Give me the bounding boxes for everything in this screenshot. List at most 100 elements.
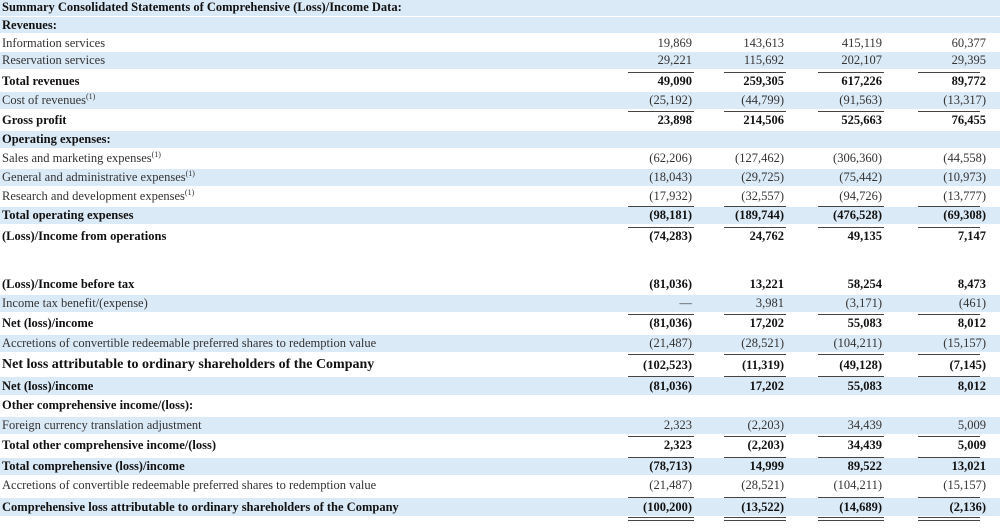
cell-value: 7,147 xyxy=(957,229,986,243)
cell-value: (476,528) xyxy=(833,208,882,222)
underline-rule xyxy=(628,314,694,315)
cell-value: (3,171) xyxy=(845,296,882,310)
table-row: Net (loss)/income (81,036) 17,202 55,083 8,0… xyxy=(0,377,1000,395)
underline-rule xyxy=(818,206,884,207)
row-label: Net (loss)/income xyxy=(2,315,93,332)
cell-value: (14,689) xyxy=(839,500,882,514)
table-row: Information services 19,869 143,613 415,119… xyxy=(0,35,1000,51)
cell-value: 17,202 xyxy=(749,379,784,393)
row-label: Reservation services xyxy=(2,52,105,69)
cell-value: (75,442) xyxy=(839,170,882,184)
table-row: Cost of revenues(1) (25,192) (44,799) (91,5… xyxy=(0,92,1000,109)
underline-rule xyxy=(724,376,786,377)
cell-value: (18,043) xyxy=(649,170,692,184)
row-label-text: Foreign currency translation adjustment xyxy=(2,418,202,432)
row-label-text: Cost of revenues xyxy=(2,93,87,107)
row-label: General and administrative expenses(1) xyxy=(2,169,195,186)
row-label-text: Total revenues xyxy=(2,74,80,88)
cell-value: (49,128) xyxy=(839,358,882,372)
underline-rule xyxy=(818,111,884,112)
cell-value: (102,523) xyxy=(643,358,692,372)
row-label-text: (Loss)/Income from operations xyxy=(2,229,167,243)
cell-value: 34,439 xyxy=(847,418,882,432)
underline-rule xyxy=(724,517,786,518)
underline-rule xyxy=(724,206,786,207)
cell-value: (25,192) xyxy=(649,93,692,107)
cell-value: 415,119 xyxy=(841,36,882,50)
row-label: Gross profit xyxy=(2,112,66,129)
underline-rule xyxy=(918,497,980,498)
cell-value: (15,157) xyxy=(943,478,986,492)
cell-value: 29,221 xyxy=(657,53,692,67)
cell-value: (127,462) xyxy=(735,151,784,165)
cell-value: 34,439 xyxy=(847,438,882,452)
row-label: Revenues: xyxy=(2,17,57,33)
underline-rule xyxy=(628,497,694,498)
table-row: Operating expenses: xyxy=(0,131,1000,148)
underline-rule xyxy=(818,354,884,355)
underline-rule xyxy=(724,520,786,521)
cell-value: 14,999 xyxy=(749,459,784,473)
table-row: Research and development expenses(1) (17,… xyxy=(0,188,1000,205)
cell-value: (15,157) xyxy=(943,336,986,350)
cell-value: 143,613 xyxy=(743,36,784,50)
cell-value: 259,305 xyxy=(743,74,784,88)
cell-value: 23,898 xyxy=(657,113,692,127)
underline-rule xyxy=(724,72,786,73)
table-row: General and administrative expenses(1) (1… xyxy=(0,169,1000,186)
table-title: Summary Consolidated Statements of Compr… xyxy=(2,0,402,14)
underline-rule xyxy=(918,227,980,228)
cell-value: (7,145) xyxy=(949,358,986,372)
cell-value: 76,455 xyxy=(951,113,986,127)
row-label-text: Gross profit xyxy=(2,113,67,127)
underline-rule xyxy=(628,457,694,458)
cell-value: 55,083 xyxy=(847,379,882,393)
underline-rule xyxy=(818,517,884,518)
cell-value: (104,211) xyxy=(833,336,883,350)
row-label: Total revenues xyxy=(2,73,79,90)
underline-rule xyxy=(818,376,884,377)
cell-value: (13,777) xyxy=(943,189,986,203)
cell-value: 49,135 xyxy=(847,229,882,243)
underline-rule xyxy=(918,376,980,377)
row-label-text: Reservation services xyxy=(2,53,106,67)
underline-rule xyxy=(628,436,694,437)
table-row: Accretions of convertible redeemable pre… xyxy=(0,477,1000,494)
table-row: (Loss)/Income before tax (81,036) 13,221 58… xyxy=(0,276,1000,293)
cell-value: (17,932) xyxy=(649,189,692,203)
cell-value: 55,083 xyxy=(847,316,882,330)
row-label-text: Net (loss)/income xyxy=(2,379,94,393)
row-label-text: General and administrative expenses xyxy=(2,170,186,184)
cell-value: (2,203) xyxy=(747,438,784,452)
table-row: Sales and marketing expenses(1) (62,206) (… xyxy=(0,150,1000,167)
underline-rule xyxy=(628,206,694,207)
row-label-text: Income tax benefit/(expense) xyxy=(2,296,148,310)
cell-value: (189,744) xyxy=(735,208,784,222)
underline-rule xyxy=(628,376,694,377)
row-label: Comprehensive loss attributable to ordin… xyxy=(2,498,399,516)
cell-value: (94,726) xyxy=(839,189,882,203)
cell-value: 8,012 xyxy=(957,379,986,393)
cell-value: (69,308) xyxy=(943,208,986,222)
row-label-text: Information services xyxy=(2,36,106,50)
row-label: Research and development expenses(1) xyxy=(2,188,194,205)
cell-value: (81,036) xyxy=(649,379,692,393)
underline-rule xyxy=(724,111,786,112)
cell-value: 3,981 xyxy=(755,296,784,310)
row-label-text: (Loss)/Income before tax xyxy=(2,277,135,291)
footnote-marker: (1) xyxy=(151,149,161,159)
underline-rule xyxy=(918,72,980,73)
cell-value: (28,521) xyxy=(741,478,784,492)
table-row: Foreign currency translation adjustment 2… xyxy=(0,417,1000,434)
row-label-text: Net (loss)/income xyxy=(2,316,94,330)
table-row: Reservation services 29,221 115,692 202,107… xyxy=(0,52,1000,69)
row-label-text: Operating expenses: xyxy=(2,132,111,146)
row-label-text: Research and development expenses xyxy=(2,189,185,203)
table-row: Gross profit 23,898 214,506 525,663 76,455 xyxy=(0,112,1000,129)
cell-value: 24,762 xyxy=(749,229,784,243)
cell-value: (104,211) xyxy=(833,478,883,492)
footnote-marker: (1) xyxy=(86,91,96,101)
cell-value: (21,487) xyxy=(649,478,692,492)
row-label: Sales and marketing expenses(1) xyxy=(2,150,161,167)
cell-value: 2,323 xyxy=(663,418,692,432)
